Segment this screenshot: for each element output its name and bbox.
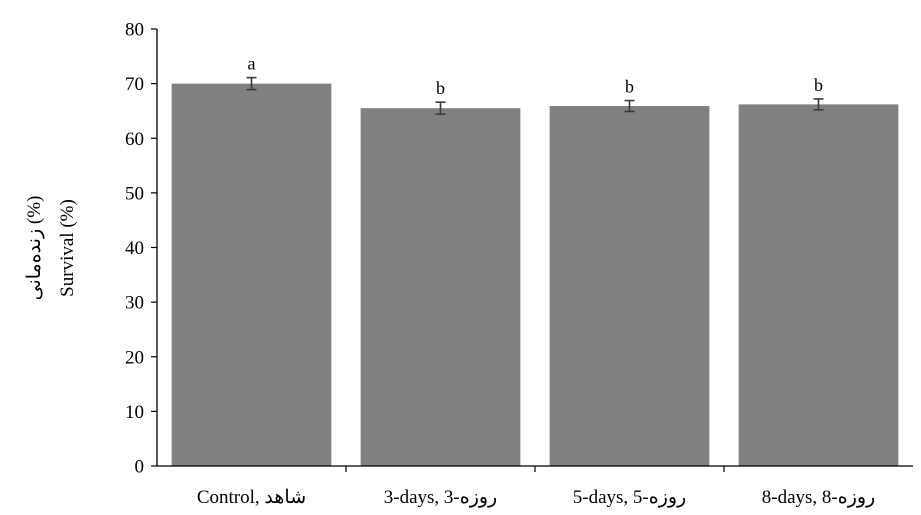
error-bar-3 [624,99,635,113]
axis-titles: زنده‌مانی (%) Survival (%) [24,196,78,301]
y-tick-label-60: 60 [125,129,144,150]
error-bar-4 [813,98,824,111]
y-tick-label-0: 0 [135,457,145,478]
error-bar-1 [246,76,257,91]
y-tick-label-70: 70 [125,74,144,95]
axes-group: Control, شاهد 3-days, 3-روزه 5-days, 5-روز… [125,20,913,508]
x-tick-label-4: 8-days, 8-روزه [762,487,875,508]
bar-3 [549,106,710,467]
bars-group: a b b b [171,54,899,467]
y-axis-title-persian: زنده‌مانی (%) [24,196,45,301]
y-tick-label-40: 40 [125,238,144,259]
y-tick-label-50: 50 [125,183,144,204]
y-axis-title: Survival (%) [57,199,78,297]
significance-label-4: b [814,75,823,95]
y-tick-label-80: 80 [125,20,144,41]
y-tick-label-10: 10 [125,402,144,423]
bar-2 [360,108,521,467]
significance-label-3: b [625,77,634,97]
bar-4 [738,104,899,466]
significance-label-2: b [436,78,445,98]
x-tick-label-1: Control, شاهد [197,487,306,508]
y-tick-label-20: 20 [125,347,144,368]
y-tick-label-30: 30 [125,293,144,314]
bar-1 [171,83,332,467]
significance-label-1: a [248,54,256,74]
x-tick-label-2: 3-days, 3-روزه [384,487,497,508]
x-tick-label-3: 5-days, 5-روزه [573,487,686,508]
error-bar-2 [435,101,446,116]
